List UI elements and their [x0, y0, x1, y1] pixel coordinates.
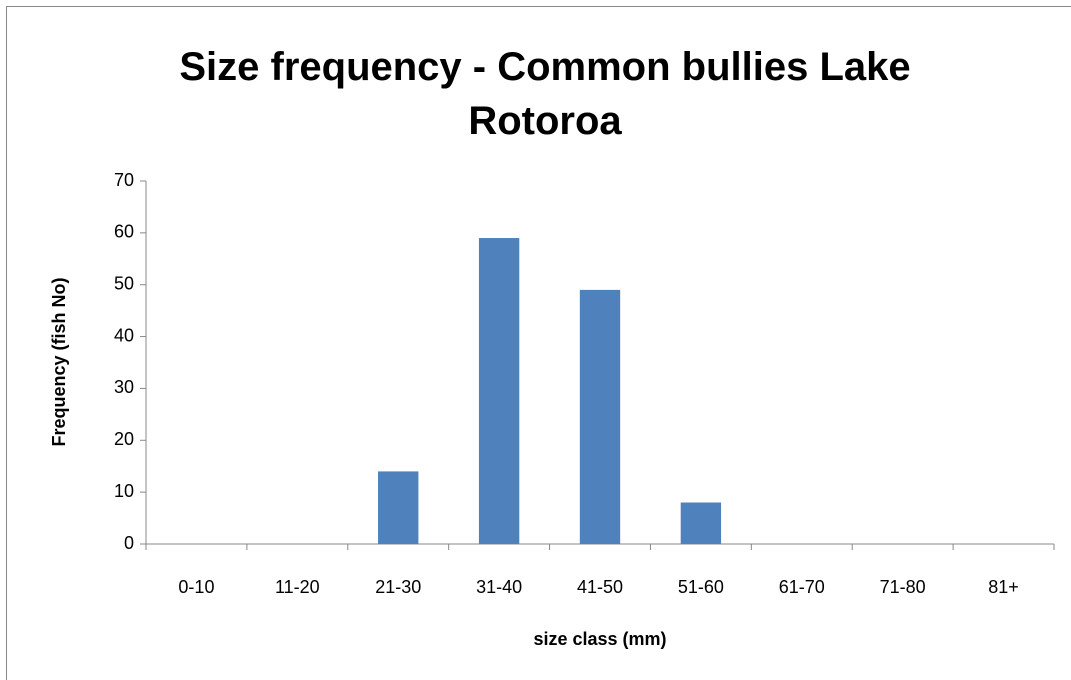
bar	[378, 471, 419, 544]
x-axis-title: size class (mm)	[533, 629, 666, 649]
x-tick-label: 51-60	[678, 577, 724, 597]
y-tick-label: 60	[114, 222, 134, 242]
y-tick-label: 50	[114, 273, 134, 293]
y-tick-label: 40	[114, 325, 134, 345]
bar	[579, 289, 621, 544]
chart-title: Size frequency - Common bullies Lake Rot…	[179, 45, 911, 143]
x-tick-label: 21-30	[375, 577, 421, 597]
x-tick-label: 71-80	[880, 577, 926, 597]
x-tick-label: 61-70	[779, 577, 825, 597]
x-tick-label: 41-50	[577, 577, 623, 597]
x-tick-label: 0-10	[178, 577, 214, 597]
y-tick-label: 70	[114, 170, 134, 190]
y-tick-label: 0	[124, 533, 134, 553]
chart-border	[6, 6, 1071, 680]
x-tick-label: 11-20	[275, 577, 320, 597]
bar	[680, 502, 722, 544]
y-tick-label: 10	[114, 481, 134, 501]
x-tick-label: 31-40	[476, 577, 522, 597]
x-tick-label: 81+	[988, 577, 1019, 597]
bar	[478, 238, 520, 545]
y-tick-label: 30	[114, 377, 134, 397]
y-tick-label: 20	[114, 429, 134, 449]
y-axis-title: Frequency (fish No)	[49, 277, 69, 446]
